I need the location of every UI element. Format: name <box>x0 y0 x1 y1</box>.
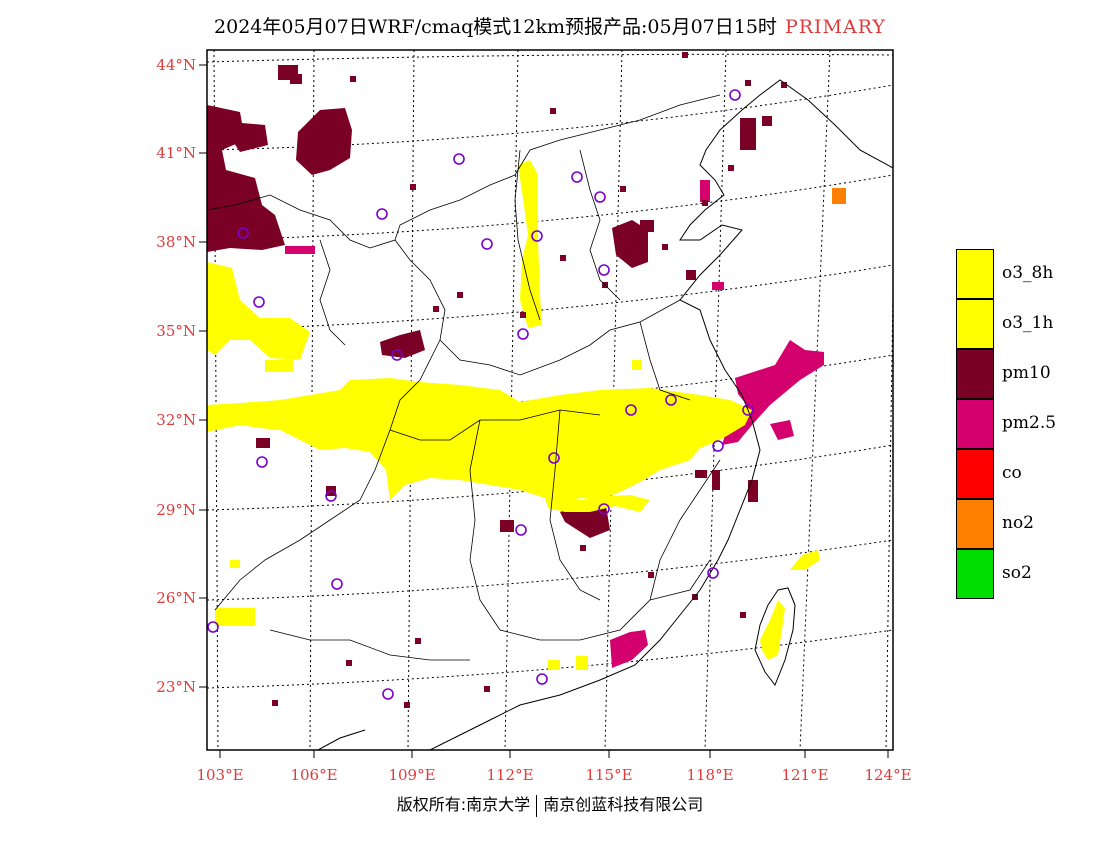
lat-label-29: 29°N <box>156 501 196 519</box>
lon-label-103: 103°E <box>196 766 244 784</box>
taiwan-outline <box>754 587 796 687</box>
lat-label-35: 35°N <box>156 322 196 340</box>
title-primary-tag: PRIMARY <box>784 16 886 38</box>
legend-label: o3_8h <box>1002 263 1054 283</box>
station-marker <box>376 208 388 220</box>
province-borders <box>207 94 721 661</box>
legend-swatch <box>956 499 994 549</box>
map-frame <box>206 49 894 751</box>
legend-item-o3-8h: o3_8h <box>956 249 1096 299</box>
station-marker <box>517 328 529 340</box>
legend-item-co: co <box>956 449 1096 499</box>
map-title: 2024年05月07日WRF/cmaq模式12km预报产品:05月07日15时 P… <box>0 12 1100 39</box>
legend-label: so2 <box>1002 563 1032 583</box>
station-markers <box>207 89 754 700</box>
legend-swatch <box>956 449 994 499</box>
gridline-lat-38 <box>207 174 893 241</box>
lon-label-106: 106°E <box>290 766 338 784</box>
station-marker <box>598 503 610 515</box>
station-marker <box>207 621 219 633</box>
station-marker <box>712 440 724 452</box>
hainan-outline <box>317 729 366 750</box>
legend-label: o3_1h <box>1002 313 1054 333</box>
lon-label-124: 124°E <box>864 766 912 784</box>
lat-label-32: 32°N <box>156 411 196 429</box>
lon-label-121: 121°E <box>781 766 829 784</box>
legend-swatch <box>956 249 994 299</box>
station-marker <box>325 490 337 502</box>
station-marker <box>665 394 677 406</box>
station-marker <box>237 227 249 239</box>
no2-areas <box>832 188 846 204</box>
station-marker <box>707 567 719 579</box>
legend-label: pm2.5 <box>1002 413 1057 433</box>
legend-label: pm10 <box>1002 363 1051 383</box>
copyright-company: 南京创蓝科技有限公司 <box>543 795 704 814</box>
station-marker <box>571 171 583 183</box>
legend-swatch <box>956 299 994 349</box>
title-main: 2024年05月07日WRF/cmaq模式12km预报产品:05月07日15时 <box>214 16 777 38</box>
legend-swatch <box>956 349 994 399</box>
legend-label: no2 <box>1002 513 1034 533</box>
station-marker <box>453 153 465 165</box>
legend-item-pm10: pm10 <box>956 349 1096 399</box>
station-marker <box>598 264 610 276</box>
lat-label-41: 41°N <box>156 144 196 162</box>
axis-ticks <box>199 64 889 758</box>
legend-item-pm25: pm2.5 <box>956 399 1096 449</box>
station-marker <box>256 456 268 468</box>
gridline-lat-23 <box>207 629 893 689</box>
station-marker <box>515 524 527 536</box>
legend-label: co <box>1002 463 1022 483</box>
copyright-owner: 版权所有:南京大学 <box>396 795 531 814</box>
station-marker <box>481 238 493 250</box>
legend-item-no2: no2 <box>956 499 1096 549</box>
lat-label-26: 26°N <box>156 589 196 607</box>
station-marker <box>253 296 265 308</box>
station-marker <box>331 578 343 590</box>
gridline-lat-44 <box>207 53 893 63</box>
legend-item-o3-1h: o3_1h <box>956 299 1096 349</box>
station-marker <box>594 191 606 203</box>
station-marker <box>625 404 637 416</box>
gridline-lon-124 <box>885 289 893 750</box>
lon-label-115: 115°E <box>585 766 633 784</box>
station-marker <box>531 230 543 242</box>
lon-label-112: 112°E <box>486 766 534 784</box>
copyright-separator <box>536 794 538 817</box>
station-marker <box>391 349 403 361</box>
station-marker <box>382 688 394 700</box>
lat-label-23: 23°N <box>156 678 196 696</box>
o3-areas <box>207 160 820 670</box>
station-marker <box>536 673 548 685</box>
lon-label-118: 118°E <box>686 766 734 784</box>
station-marker <box>548 452 560 464</box>
legend-swatch <box>956 399 994 449</box>
gridline-lat-35 <box>207 264 893 331</box>
legend-swatch <box>956 549 994 599</box>
lon-label-109: 109°E <box>388 766 436 784</box>
legend-item-so2: so2 <box>956 549 1096 599</box>
boundaries <box>207 79 893 750</box>
lat-label-38: 38°N <box>156 233 196 251</box>
station-marker <box>742 404 754 416</box>
station-marker <box>729 89 741 101</box>
pm10-areas <box>207 65 772 538</box>
lat-label-44: 44°N <box>156 56 196 74</box>
gridline-lon-121 <box>799 50 831 750</box>
copyright-line: 版权所有:南京大学 南京创蓝科技有限公司 <box>0 791 1100 817</box>
